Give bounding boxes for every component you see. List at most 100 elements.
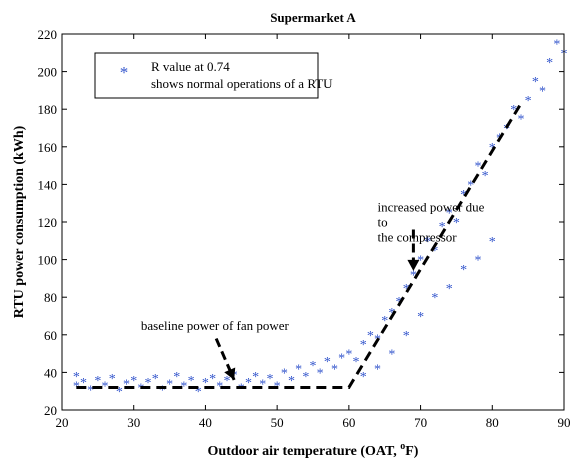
data-point: *	[353, 355, 360, 370]
data-point: *	[159, 383, 166, 398]
legend-box	[94, 52, 319, 99]
data-point: *	[532, 75, 539, 90]
data-point: *	[474, 160, 481, 175]
trend-line	[76, 102, 523, 389]
data-point: *	[145, 376, 152, 391]
legend: * R value at 0.74 shows normal operation…	[94, 52, 333, 99]
x-tick-label: 70	[414, 415, 427, 430]
y-axis-label: RTU power consumption (kWh)	[12, 125, 27, 318]
data-point: *	[360, 370, 367, 385]
data-point: *	[338, 351, 345, 366]
y-tick-label: 40	[44, 365, 57, 380]
data-point: *	[223, 374, 230, 389]
data-point: *	[202, 376, 209, 391]
y-tick-label: 60	[44, 328, 57, 343]
data-point: *	[553, 37, 560, 52]
y-tick-label: 220	[38, 27, 58, 42]
data-point: *	[180, 380, 187, 395]
data-point: *	[317, 366, 324, 381]
x-tick-label: 80	[486, 415, 499, 430]
data-point: *	[130, 374, 137, 389]
y-tick-label: 100	[38, 253, 58, 268]
x-axis-ticks: 20 30 40 50 60 70 80 90	[56, 34, 571, 430]
data-point: *	[439, 220, 446, 235]
data-point: *	[331, 363, 338, 378]
trend-line-path	[76, 102, 523, 389]
annotation-arrowhead	[407, 259, 420, 271]
data-point: *	[73, 370, 80, 385]
y-tick-label: 120	[38, 215, 58, 230]
data-point: *	[94, 374, 101, 389]
data-point: *	[417, 254, 424, 269]
data-point: *	[360, 338, 367, 353]
data-point: *	[403, 329, 410, 344]
y-tick-label: 200	[38, 65, 58, 80]
data-point: *	[482, 169, 489, 184]
y-tick-label: 160	[38, 140, 58, 155]
data-point: *	[109, 372, 116, 387]
annotation-text: the compressor	[378, 230, 458, 245]
data-point: *	[453, 216, 460, 231]
data-point: *	[116, 385, 123, 400]
data-point: *	[302, 370, 309, 385]
x-tick-label: 50	[271, 415, 284, 430]
data-point: *	[259, 378, 266, 393]
y-tick-label: 140	[38, 177, 58, 192]
data-point: *	[446, 282, 453, 297]
annotation-text: baseline power of fan power	[141, 318, 290, 333]
data-point: *	[266, 372, 273, 387]
annotation-text: increased power due	[378, 200, 485, 215]
y-tick-label: 20	[44, 403, 57, 418]
data-point: *	[123, 378, 130, 393]
data-point: *	[324, 355, 331, 370]
data-point: *	[252, 370, 259, 385]
y-tick-label: 80	[44, 290, 57, 305]
data-point: *	[417, 310, 424, 325]
y-tick-label: 180	[38, 102, 58, 117]
x-axis-label-unit: F)	[405, 444, 419, 459]
data-point: *	[510, 103, 517, 118]
data-point: *	[424, 235, 431, 250]
data-point: *	[216, 380, 223, 395]
data-point: *	[288, 374, 295, 389]
data-point: *	[102, 380, 109, 395]
data-point: *	[517, 113, 524, 128]
data-point: *	[410, 269, 417, 284]
data-point: *	[245, 376, 252, 391]
data-points: ** *** **** ** * ** *** *** ** ** * ** *********** **…	[73, 37, 568, 400]
data-point: *	[310, 359, 317, 374]
chart-title: Supermarket A	[270, 10, 356, 25]
data-point: *	[539, 84, 546, 99]
annotation-arrowhead	[224, 367, 236, 380]
x-tick-label: 60	[342, 415, 355, 430]
data-point: *	[403, 282, 410, 297]
data-point: *	[460, 263, 467, 278]
data-point: *	[188, 374, 195, 389]
y-axis-ticks: 20 40 60 80 100 120 140 160 180 200 220	[38, 27, 564, 418]
data-point: *	[345, 348, 352, 363]
data-point: *	[381, 314, 388, 329]
data-point: *	[152, 372, 159, 387]
annotation-arrow	[214, 337, 236, 381]
data-point: *	[446, 207, 453, 222]
data-point: *	[474, 254, 481, 269]
legend-marker: *	[120, 63, 129, 82]
legend-line-1: R value at 0.74	[151, 59, 230, 74]
x-tick-label: 90	[558, 415, 571, 430]
data-point: *	[166, 378, 173, 393]
data-point: *	[388, 348, 395, 363]
data-point: *	[173, 370, 180, 385]
data-point: *	[546, 56, 553, 71]
data-point: *	[80, 376, 87, 391]
data-point: *	[209, 372, 216, 387]
x-axis-label: Outdoor air temperature (OAT, oF)	[208, 441, 419, 459]
legend-line-2: shows normal operations of a RTU	[151, 76, 333, 91]
annotations: baseline power of fan power increased pow…	[141, 200, 485, 381]
x-axis-label-degree: o	[400, 441, 405, 452]
data-point: *	[195, 385, 202, 400]
data-point: *	[281, 366, 288, 381]
data-point: *	[431, 244, 438, 259]
data-point: *	[87, 383, 94, 398]
data-point: *	[525, 94, 532, 109]
